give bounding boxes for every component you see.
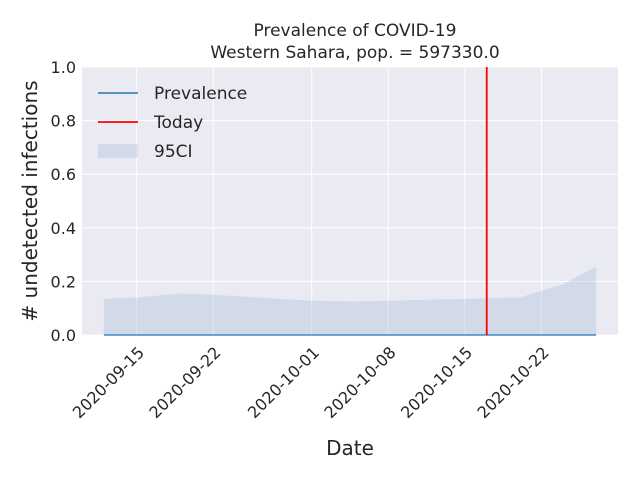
x-tick-label: 2020-10-15	[397, 343, 476, 422]
y-tick-label: 0.8	[51, 112, 76, 131]
x-tick-label: 2020-09-15	[69, 343, 148, 422]
y-axis-label: # undetected infections	[18, 80, 42, 321]
confidence-band	[103, 266, 597, 335]
y-tick-label: 0.0	[51, 326, 76, 345]
y-tick-label: 0.4	[51, 219, 76, 238]
legend: Prevalence Today 95CI	[98, 84, 247, 162]
confidence-band-layer	[103, 266, 597, 335]
legend-today-label: Today	[153, 113, 203, 133]
y-tick-label: 0.6	[51, 165, 76, 184]
legend-95ci-swatch	[98, 144, 138, 158]
legend-95ci-label: 95CI	[154, 142, 193, 162]
plot-area	[82, 67, 618, 335]
legend-prevalence-label: Prevalence	[154, 84, 247, 104]
x-axis-label: Date	[326, 436, 374, 460]
y-tick-label: 1.0	[51, 58, 76, 77]
chart-subtitle: Western Sahara, pop. = 597330.0	[210, 43, 499, 63]
chart-title: Prevalence of COVID-19	[254, 21, 457, 41]
x-tick-label: 2020-09-22	[145, 343, 224, 422]
grid-lines	[82, 66, 618, 336]
x-tick-label: 2020-10-08	[320, 343, 399, 422]
y-tick-label: 0.2	[51, 272, 76, 291]
x-tick-label: 2020-10-22	[474, 343, 553, 422]
y-axis-ticks: 0.0 0.2 0.4 0.6 0.8 1.0	[51, 58, 76, 345]
x-tick-label: 2020-10-01	[244, 343, 323, 422]
